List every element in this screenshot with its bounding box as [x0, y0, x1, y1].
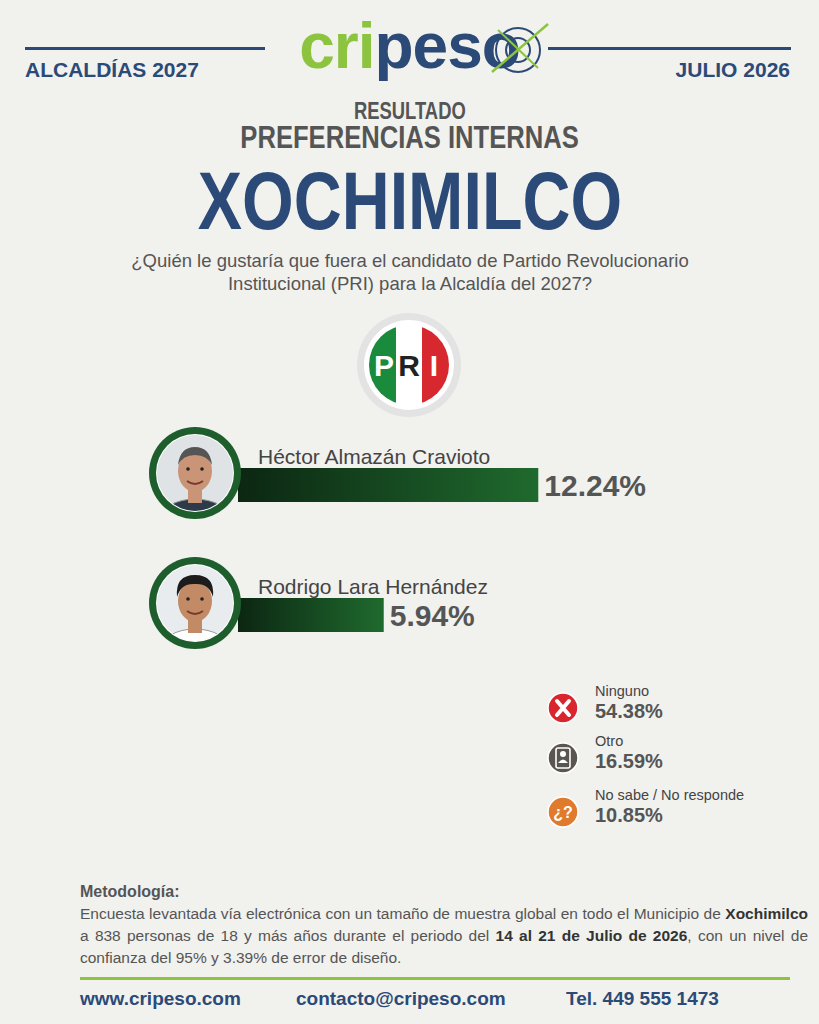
- html-text:Encuesta levantada vía electró: Encuesta levantada vía electrónica con u…: [80, 905, 808, 922]
- html-text:ALCALDÍAS 2027: ALCALDÍAS 2027: [25, 58, 199, 81]
- svg-text:12.24%: 12.24%: [544, 469, 646, 502]
- html-text:JULIO 2026: JULIO 2026: [675, 58, 790, 81]
- html-text:No sabe / No responde: No sabe / No responde: [595, 787, 745, 803]
- html-text:54.38%: 54.38%: [595, 700, 663, 722]
- svg-text:P: P: [374, 349, 394, 382]
- svg-text:I: I: [430, 349, 438, 382]
- html-text:Tel. 449 555 1473: Tel. 449 555 1473: [566, 988, 719, 1009]
- svg-text:R: R: [398, 349, 420, 382]
- svg-text:5.94%: 5.94%: [390, 599, 475, 632]
- html-text:RESULTADO: RESULTADO: [353, 98, 466, 124]
- html-text:contacto@cripeso.com: contacto@cripeso.com: [296, 988, 506, 1009]
- html-text:Ninguno: Ninguno: [595, 683, 649, 699]
- html-text:Metodología:: Metodología:: [80, 883, 180, 900]
- html-text:www.cripeso.com: www.cripeso.com: [80, 988, 241, 1009]
- html-text:XOCHIMILCO: XOCHIMILCO: [197, 155, 622, 246]
- svg-text:¿?: ¿?: [553, 804, 573, 821]
- html-text:a 838 personas de 18 y más año: a 838 personas de 18 y más años durante …: [80, 927, 808, 966]
- html-text:Otro: Otro: [595, 733, 624, 749]
- html-text:Héctor Almazán Cravioto: Héctor Almazán Cravioto: [258, 445, 491, 468]
- html-text:10.85%: 10.85%: [595, 804, 663, 826]
- html-text:Rodrigo Lara Hernández: Rodrigo Lara Hernández: [258, 575, 488, 598]
- html-text:16.59%: 16.59%: [595, 750, 663, 772]
- html-text:¿Quién le gustaría que fuera e: ¿Quién le gustaría que fuera el candidat…: [131, 250, 689, 294]
- html-text:cri peso: cri peso: [299, 10, 520, 82]
- html-text:PREFERENCIAS INTERNAS: PREFERENCIAS INTERNAS: [240, 119, 579, 155]
